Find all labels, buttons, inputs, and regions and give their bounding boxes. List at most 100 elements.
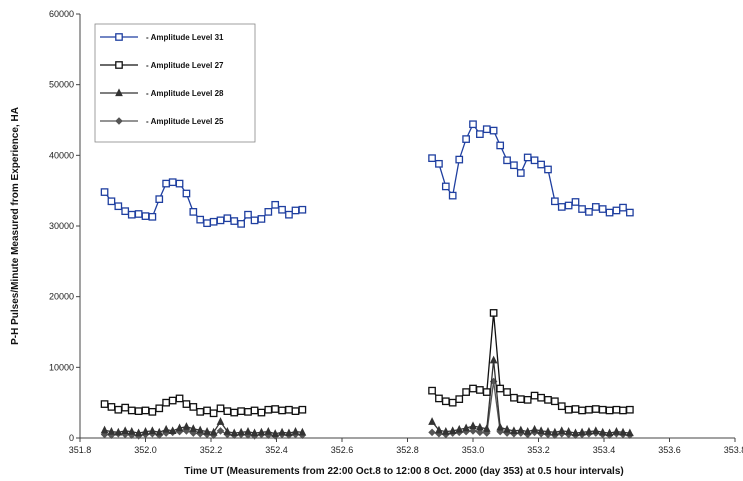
data-point (230, 428, 239, 437)
data-point (612, 206, 621, 215)
series-line (431, 122, 631, 214)
data-point (455, 395, 464, 403)
data-point (571, 198, 580, 206)
data-point (155, 404, 164, 413)
data-point (257, 215, 266, 223)
data-point (626, 428, 634, 437)
data-point (203, 406, 211, 415)
data-point (496, 141, 505, 150)
data-point (469, 384, 477, 393)
data-point (189, 208, 198, 216)
data-point (230, 217, 239, 225)
data-point (134, 407, 143, 415)
y-tick-label: 20000 (49, 292, 74, 302)
y-axis-title: P-H Pulses/Minute Measured from Experien… (10, 107, 21, 345)
data-point (115, 61, 123, 69)
data-point (428, 428, 436, 437)
data-point (537, 393, 545, 402)
data-point (482, 424, 491, 432)
data-point (530, 424, 539, 433)
data-point (250, 406, 259, 415)
data-point (115, 33, 123, 41)
data-point (298, 205, 307, 214)
data-point (127, 406, 136, 415)
legend-item: - Amplitude Level 28 (100, 88, 224, 98)
data-point (155, 195, 164, 203)
data-point (448, 191, 457, 200)
data-point (285, 428, 293, 437)
data-point (435, 425, 443, 434)
data-point (476, 422, 484, 431)
data-point (578, 406, 586, 415)
data-point (216, 404, 225, 413)
data-point (428, 417, 436, 425)
legend-label: - Amplitude Level 25 (146, 117, 224, 126)
data-point (182, 422, 191, 430)
data-point (203, 219, 211, 228)
data-point (544, 427, 552, 435)
data-point (168, 426, 177, 435)
data-point (462, 388, 470, 396)
data-point (482, 388, 491, 396)
data-point (482, 125, 491, 134)
y-tick-label: 30000 (49, 221, 74, 231)
data-point (585, 208, 593, 216)
legend-label: - Amplitude Level 31 (146, 33, 224, 42)
data-point (441, 427, 450, 435)
data-point (544, 165, 552, 174)
chart-axes: 351.8 352.0 352.2 352.4 352.6 352.8 353.0 353.2… (49, 9, 743, 455)
data-point (455, 155, 464, 164)
series-amplitude-level-31 (100, 120, 634, 228)
data-point (578, 205, 586, 213)
data-point (619, 406, 627, 415)
data-point (503, 388, 511, 396)
data-point (598, 427, 607, 436)
data-point (121, 403, 130, 412)
data-point (612, 405, 621, 414)
data-point (189, 429, 198, 437)
data-point (107, 427, 116, 435)
data-point (291, 427, 300, 435)
data-point (496, 422, 505, 431)
data-point (496, 384, 505, 393)
data-point (244, 427, 252, 435)
data-point (551, 397, 559, 406)
data-point (257, 427, 266, 436)
data-point (598, 405, 607, 414)
data-point (278, 427, 286, 436)
x-tick-label: 353.6 (658, 445, 681, 455)
data-point (435, 159, 443, 168)
data-point (127, 210, 136, 219)
data-point (428, 386, 436, 395)
legend-item: - Amplitude Level 27 (100, 61, 224, 70)
data-point (175, 394, 184, 403)
data-point (250, 216, 259, 225)
data-point (216, 216, 225, 225)
data-point (114, 202, 123, 211)
data-point (530, 156, 539, 165)
y-tick-label: 0 (69, 433, 74, 443)
data-point (298, 405, 307, 414)
data-point (591, 203, 600, 211)
data-point (257, 408, 266, 417)
data-point (223, 427, 232, 435)
chart-legend: - Amplitude Level 31 - Amplitude Level 27… (94, 23, 256, 143)
data-point (244, 210, 252, 219)
legend-label: - Amplitude Level 27 (146, 61, 224, 70)
data-point (557, 426, 566, 435)
data-point (278, 205, 286, 214)
x-tick-label: 353.0 (462, 445, 485, 455)
data-point (189, 403, 198, 411)
data-point (148, 212, 157, 221)
data-point (591, 426, 600, 435)
data-point (571, 428, 580, 437)
data-point (530, 391, 539, 400)
data-point (428, 154, 436, 163)
series-amplitude-level-27 (100, 309, 634, 418)
x-axis-title: Time UT (Measurements from 22:00 Oct.8 t… (184, 466, 623, 477)
data-point (585, 405, 593, 414)
data-point (516, 425, 525, 434)
data-point (223, 407, 232, 415)
data-point (141, 427, 150, 435)
data-point (114, 405, 123, 414)
